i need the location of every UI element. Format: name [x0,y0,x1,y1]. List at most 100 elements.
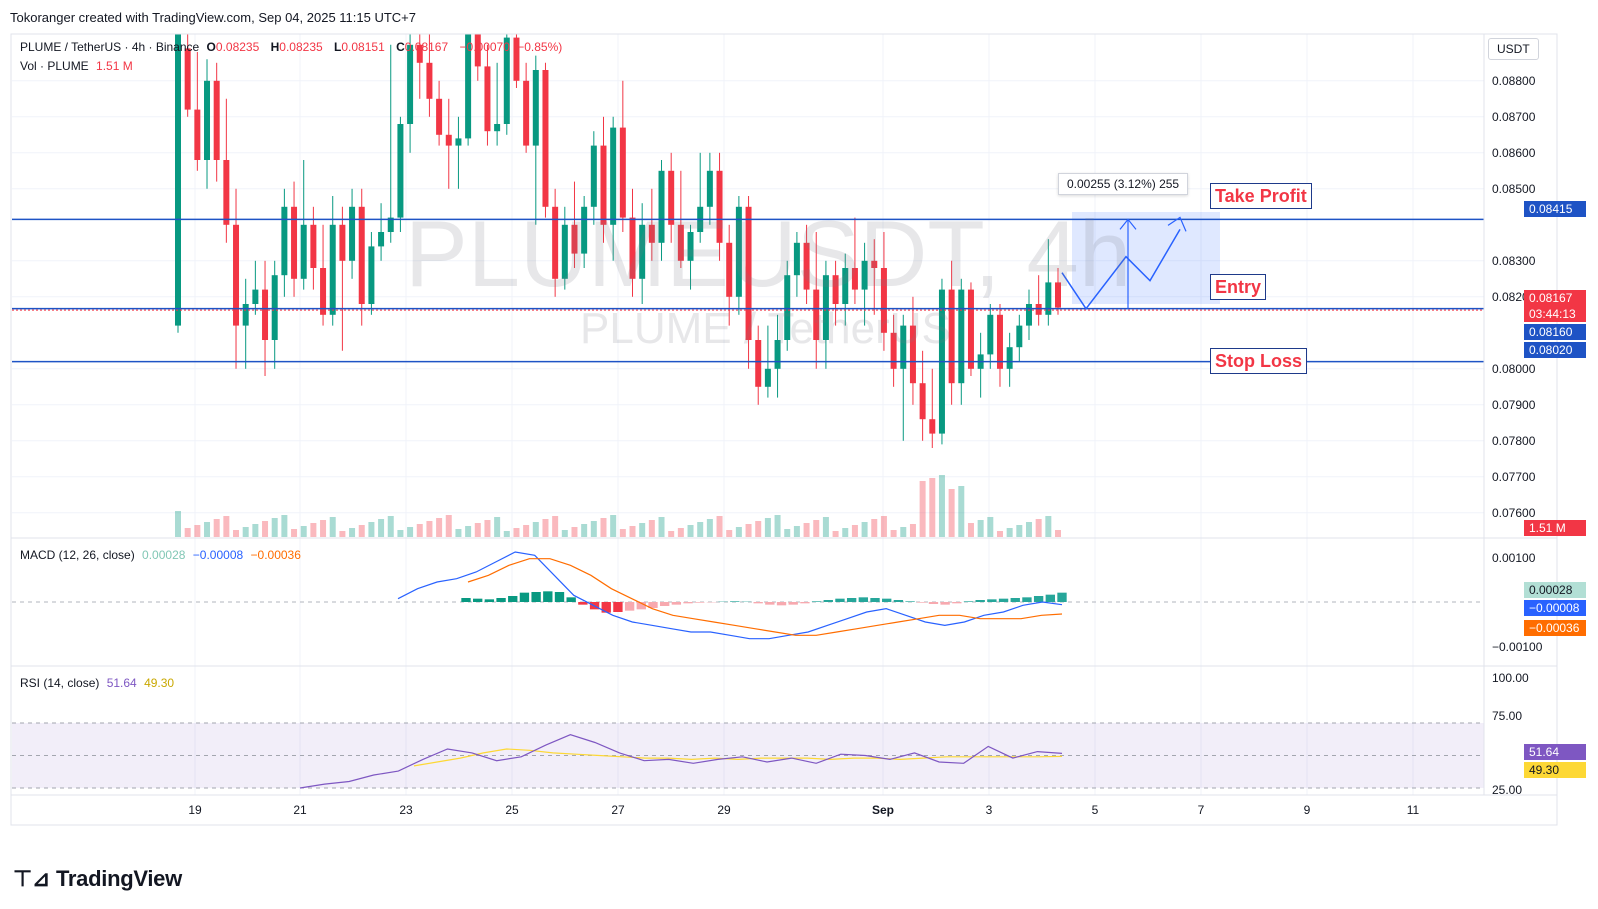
macd-hist-bar [917,602,927,603]
macd-hist-bar [601,602,611,613]
macd-hist-tag: 0.00028 [1524,582,1586,598]
volume-bar [677,528,684,537]
candle-body [397,124,404,218]
volume-bar [697,522,704,537]
candle-body [880,268,887,333]
credit-line: Tokoranger created with TradingView.com,… [10,10,417,25]
symbol-watermark: PLUMEUSDT, 4h [405,201,1132,306]
candle-body [213,80,220,160]
volume-bar [687,525,694,537]
entry-label[interactable]: Entry [1210,274,1267,300]
volume-bar [706,519,713,537]
macd-hist-bar [695,602,705,603]
candle-body [735,206,742,297]
candle-body [571,224,578,254]
volume-bar [503,531,510,537]
symbol-title[interactable]: PLUME / TetherUS · 4h · Binance [20,40,200,54]
volume-bar [581,524,588,537]
candle-body [291,206,298,279]
candle-body [194,109,201,160]
price-tick-label: 0.08500 [1492,181,1536,196]
candle-body [242,304,249,326]
ohlc-low: L0.08151 [334,40,385,54]
candle-body [436,98,443,135]
price-tick-label: 0.08300 [1492,253,1536,268]
candle-body [416,44,423,63]
vol-title[interactable]: Vol · PLUME [20,59,89,73]
price-tick-label: 0.07600 [1492,505,1536,520]
volume-bar [194,525,201,537]
candle-body [484,66,491,132]
rsi-tick-25: 25.00 [1492,783,1523,797]
candle-body [658,170,665,243]
candle-body [262,289,269,340]
candle-body [890,332,897,369]
candle-body [561,224,568,279]
candle-body [813,289,820,340]
date-tick-label: 27 [611,803,625,817]
candle-body [445,134,452,146]
price-tick-label: 0.07900 [1492,397,1536,412]
volume-bar [291,529,298,537]
volume-bar [281,515,288,537]
candle-body [184,48,191,110]
volume-bar [871,519,878,537]
volume-bar [329,517,336,537]
projection-zigzag [1061,229,1181,310]
macd-line-value: −0.00008 [192,548,244,562]
candle-body [300,224,307,279]
date-tick-label: 9 [1303,803,1311,817]
candle-body [465,34,472,139]
macd-line [397,551,1063,640]
take-profit-label[interactable]: Take Profit [1210,183,1312,209]
rsi-pane [12,722,1484,789]
volume-bar [639,523,646,537]
macd-hist-bar [753,602,763,604]
macd-hist-bar [952,602,962,604]
volume-bar [668,531,675,537]
volume-bar [629,526,636,537]
volume-bar [397,530,404,537]
macd-hist-bar [870,598,880,602]
macd-hist-bar [484,599,495,602]
volume-bar [387,516,394,537]
candle-body [784,275,791,340]
currency-button[interactable]: USDT [1488,38,1539,60]
macd-signal-value: −0.00036 [250,548,301,562]
tv-logo-icon: ⊤⊿ [13,866,50,891]
candle-body [349,206,356,261]
volume-bar [571,527,578,537]
macd-hist-bar [882,598,892,602]
macd-hist-bar [765,602,775,605]
tradingview-logo[interactable]: ⊤⊿ TradingView [13,866,182,891]
volume-bar [909,524,916,537]
macd-hist-bar [788,602,798,605]
volume-bar [600,518,607,537]
macd-hist-bar [496,598,506,602]
candle-body [832,275,839,304]
macd-hist-bar [659,602,670,606]
projection-path [1061,216,1187,310]
macd-hist-bar [543,591,553,602]
candle-body [871,260,878,268]
macd-hist-bar [461,598,471,602]
macd-line-tag: −0.00008 [1524,600,1586,616]
volume-bar [561,530,568,537]
macd-hist-bar [566,597,576,602]
volume-bar [929,478,936,537]
volume-bar [242,527,249,537]
volume-bar [774,515,781,537]
stop-loss-label[interactable]: Stop Loss [1210,348,1308,374]
volume-bar [523,525,530,537]
macd-title[interactable]: MACD (12, 26, close) [20,548,135,562]
candle-body [532,70,539,146]
volume-bar [300,526,307,537]
candle-body [581,206,588,254]
candle-body [755,340,762,387]
rsi-title[interactable]: RSI (14, close) [20,676,100,690]
date-tick-label: 7 [1197,803,1205,817]
candle-body [552,206,559,279]
volume-bar [996,531,1003,537]
price-tick-label: 0.08000 [1492,361,1536,376]
